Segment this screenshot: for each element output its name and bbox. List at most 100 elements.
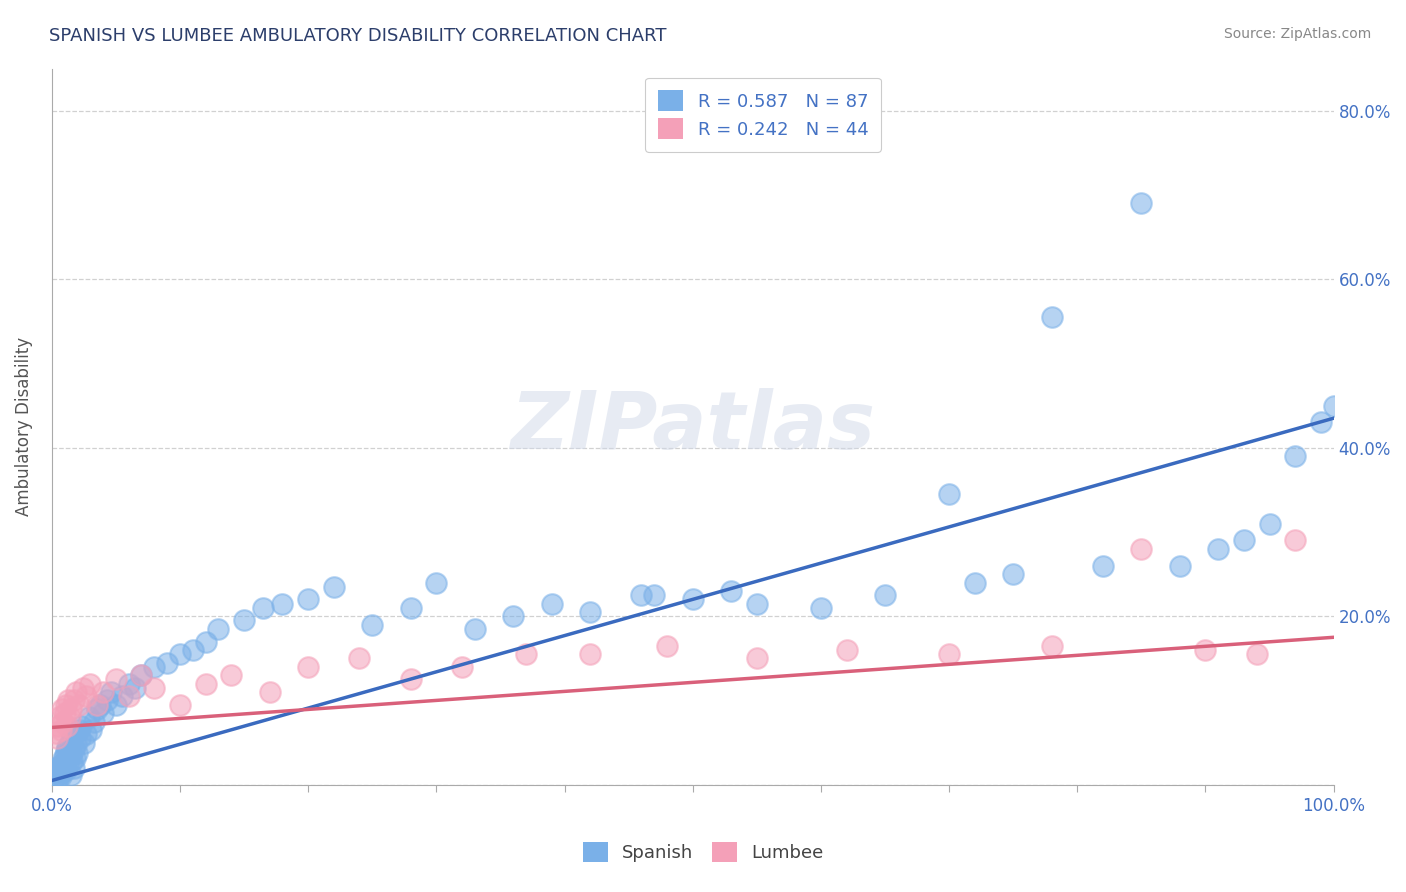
Point [59,748,82,763]
Point [194,676,217,690]
Point [515,647,537,661]
Point [181,643,204,657]
Point [131,668,153,682]
Point [156,656,179,670]
Point [55,698,77,712]
Point [53,706,76,720]
Point [1168,558,1191,573]
Point [48,767,70,781]
Point [1130,541,1153,556]
Point [745,651,768,665]
Point [1091,558,1114,573]
Point [86,698,108,712]
Point [643,588,665,602]
Point [399,600,422,615]
Point [1284,449,1306,463]
Point [52,714,75,729]
Point [682,592,704,607]
Point [67,723,90,737]
Point [83,714,105,729]
Point [96,693,118,707]
Point [46,719,69,733]
Point [143,681,166,695]
Point [48,759,70,773]
Point [77,710,100,724]
Point [56,739,79,754]
Point [75,690,97,704]
Point [297,660,319,674]
Point [1323,399,1346,413]
Point [169,647,191,661]
Point [169,698,191,712]
Point [194,634,217,648]
Point [51,756,73,771]
Point [49,769,72,783]
Point [1233,533,1256,548]
Point [963,575,986,590]
Point [69,731,91,746]
Point [53,748,76,763]
Point [1040,639,1063,653]
Point [1246,647,1268,661]
Point [80,723,103,737]
Point [55,744,77,758]
Point [207,622,229,636]
Text: ZIPatlas: ZIPatlas [510,388,875,466]
Point [63,727,86,741]
Point [399,673,422,687]
Point [579,647,602,661]
Point [464,622,486,636]
Point [630,588,652,602]
Point [45,769,67,783]
Point [1002,567,1025,582]
Point [58,756,80,771]
Point [579,605,602,619]
Point [59,767,82,781]
Point [938,487,960,501]
Legend: Spanish, Lumbee: Spanish, Lumbee [575,834,831,870]
Point [100,685,122,699]
Point [938,647,960,661]
Point [810,600,832,615]
Point [45,731,67,746]
Point [45,765,67,780]
Point [297,592,319,607]
Point [56,752,79,766]
Point [70,719,93,733]
Point [655,639,678,653]
Point [62,693,84,707]
Point [46,761,69,775]
Point [48,710,70,724]
Point [118,676,141,690]
Point [51,702,73,716]
Point [143,660,166,674]
Point [233,614,256,628]
Point [89,698,111,712]
Point [1040,310,1063,324]
Point [49,723,72,737]
Point [58,693,80,707]
Point [1194,643,1216,657]
Point [73,736,96,750]
Text: SPANISH VS LUMBEE AMBULATORY DISABILITY CORRELATION CHART: SPANISH VS LUMBEE AMBULATORY DISABILITY … [49,27,666,45]
Point [67,698,90,712]
Point [55,763,77,777]
Point [322,580,344,594]
Point [1284,533,1306,548]
Text: Source: ZipAtlas.com: Source: ZipAtlas.com [1223,27,1371,41]
Point [104,673,127,687]
Point [111,690,134,704]
Point [51,765,73,780]
Point [118,690,141,704]
Point [75,727,97,741]
Point [63,751,86,765]
Point [349,651,371,665]
Y-axis label: Ambulatory Disability: Ambulatory Disability [15,337,32,516]
Point [72,681,94,695]
Point [58,746,80,760]
Point [1206,541,1229,556]
Point [59,710,82,724]
Point [52,761,75,775]
Point [62,742,84,756]
Point [52,752,75,766]
